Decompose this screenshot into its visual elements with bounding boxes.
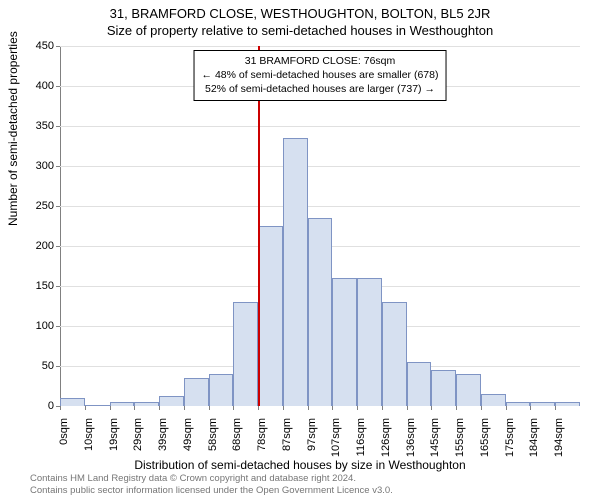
histogram-bar — [85, 405, 110, 406]
histogram-bar — [60, 398, 85, 406]
y-tick-label: 150 — [36, 280, 60, 292]
x-tick-label: 194sqm — [553, 418, 565, 457]
x-tick-mark — [209, 406, 210, 410]
histogram-bar — [407, 362, 432, 406]
chart-container: 31, BRAMFORD CLOSE, WESTHOUGHTON, BOLTON… — [0, 0, 600, 500]
x-tick-label: 10sqm — [83, 418, 95, 451]
x-tick-mark — [258, 406, 259, 410]
histogram-bar — [555, 402, 580, 406]
x-tick-label: 68sqm — [231, 418, 243, 451]
x-tick-mark — [382, 406, 383, 410]
grid-line — [60, 206, 580, 207]
x-tick-label: 97sqm — [306, 418, 318, 451]
y-axis-label: Number of semi-detached properties — [6, 31, 20, 226]
x-tick-mark — [233, 406, 234, 410]
y-tick-label: 100 — [36, 320, 60, 332]
footer-attribution: Contains HM Land Registry data © Crown c… — [30, 473, 393, 496]
x-tick-mark — [60, 406, 61, 410]
x-tick-label: 155sqm — [454, 418, 466, 457]
histogram-bar — [184, 378, 209, 406]
histogram-bar — [110, 402, 135, 406]
histogram-bar — [283, 138, 308, 406]
histogram-bar — [159, 396, 184, 406]
x-tick-mark — [134, 406, 135, 410]
chart-plot-area: 0501001502002503003504004500sqm10sqm19sq… — [60, 46, 580, 406]
histogram-bar — [382, 302, 407, 406]
x-tick-label: 78sqm — [256, 418, 268, 451]
page-title: 31, BRAMFORD CLOSE, WESTHOUGHTON, BOLTON… — [0, 0, 600, 21]
x-tick-label: 116sqm — [355, 418, 367, 456]
x-axis-label: Distribution of semi-detached houses by … — [0, 458, 600, 472]
x-tick-label: 136sqm — [405, 418, 417, 457]
y-tick-label: 300 — [36, 160, 60, 172]
footer-line-2: Contains public sector information licen… — [30, 485, 393, 496]
y-tick-label: 400 — [36, 80, 60, 92]
histogram-bar — [134, 402, 159, 406]
y-tick-label: 200 — [36, 240, 60, 252]
grid-line — [60, 126, 580, 127]
legend-line-3: 52% of semi-detached houses are larger (… — [202, 82, 439, 96]
x-tick-label: 175sqm — [504, 418, 516, 457]
x-tick-mark — [159, 406, 160, 410]
x-tick-mark — [530, 406, 531, 410]
x-tick-mark — [283, 406, 284, 410]
x-tick-label: 165sqm — [479, 418, 491, 457]
y-tick-label: 250 — [36, 200, 60, 212]
grid-line — [60, 166, 580, 167]
chart-legend: 31 BRAMFORD CLOSE: 76sqm ← 48% of semi-d… — [194, 50, 447, 101]
x-tick-mark — [308, 406, 309, 410]
histogram-bar — [258, 226, 283, 406]
x-tick-mark — [456, 406, 457, 410]
x-tick-label: 87sqm — [281, 418, 293, 451]
histogram-bar — [357, 278, 382, 406]
y-tick-label: 0 — [48, 400, 60, 412]
x-tick-label: 0sqm — [58, 418, 70, 445]
x-tick-mark — [506, 406, 507, 410]
x-tick-mark — [85, 406, 86, 410]
x-tick-mark — [431, 406, 432, 410]
grid-line — [60, 46, 580, 47]
histogram-bar — [481, 394, 506, 406]
y-axis-line — [60, 46, 61, 406]
y-tick-label: 350 — [36, 120, 60, 132]
x-tick-label: 19sqm — [108, 418, 120, 451]
x-tick-mark — [110, 406, 111, 410]
x-tick-mark — [407, 406, 408, 410]
x-tick-mark — [555, 406, 556, 410]
histogram-bar — [456, 374, 481, 406]
histogram-bar — [530, 402, 555, 406]
x-tick-label: 29sqm — [132, 418, 144, 451]
x-tick-label: 58sqm — [207, 418, 219, 451]
legend-line-2: ← 48% of semi-detached houses are smalle… — [202, 68, 439, 82]
histogram-bar — [332, 278, 357, 406]
x-tick-mark — [481, 406, 482, 410]
x-tick-label: 49sqm — [182, 418, 194, 451]
legend-line-1: 31 BRAMFORD CLOSE: 76sqm — [202, 54, 439, 68]
footer-line-1: Contains HM Land Registry data © Crown c… — [30, 473, 393, 484]
x-tick-label: 145sqm — [429, 418, 441, 457]
x-tick-mark — [332, 406, 333, 410]
histogram-bar — [233, 302, 258, 406]
y-tick-label: 50 — [42, 360, 60, 372]
chart-subtitle: Size of property relative to semi-detach… — [0, 21, 600, 38]
x-tick-label: 126sqm — [380, 418, 392, 457]
x-tick-label: 39sqm — [157, 418, 169, 451]
histogram-bar — [209, 374, 234, 406]
y-tick-label: 450 — [36, 40, 60, 52]
x-tick-mark — [184, 406, 185, 410]
x-tick-label: 184sqm — [528, 418, 540, 457]
x-tick-mark — [357, 406, 358, 410]
histogram-bar — [308, 218, 333, 406]
histogram-bar — [506, 402, 531, 406]
x-tick-label: 107sqm — [330, 418, 342, 457]
histogram-bar — [431, 370, 456, 406]
